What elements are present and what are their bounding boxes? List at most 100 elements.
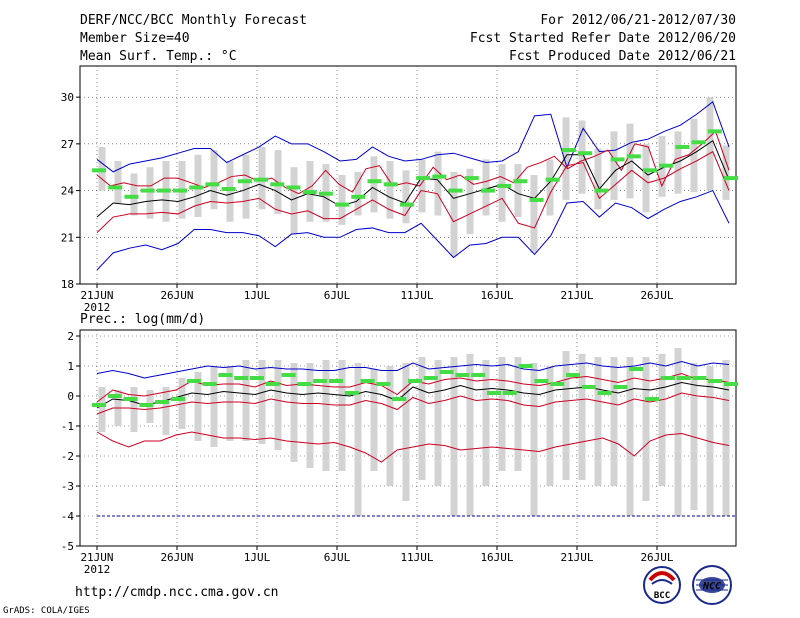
observed-marker — [171, 397, 185, 401]
observed-marker — [254, 177, 269, 182]
ensemble-range-bar — [354, 363, 362, 516]
ensemble-range-bar — [674, 131, 682, 194]
fcst-produced-date: Fcst Produced Date 2012/06/21 — [509, 49, 736, 64]
precipitation-panel: -5 -4 -3 -2 -1 0 1 2 21JUN 26JUN 1JUL 6JUL 11JUL 16JU… — [61, 329, 738, 576]
ensemble-range-bar — [674, 348, 682, 516]
observed-marker — [302, 190, 317, 195]
x-tick-label: 6JUL — [324, 289, 351, 302]
y-tick-label: 2 — [67, 330, 74, 343]
observed-marker — [642, 168, 657, 173]
observed-marker — [221, 187, 236, 192]
observed-marker — [534, 379, 549, 383]
x-tick-label: 11JUL — [400, 551, 433, 564]
x-tick-label: 6JUL — [324, 551, 351, 564]
ensemble-range-bar — [242, 154, 250, 219]
series-line-max — [96, 360, 730, 379]
ensemble-range-bar — [690, 118, 698, 193]
forecast-period: For 2012/06/21-2012/07/30 — [540, 13, 736, 28]
precip-panel-title: Prec.: log(mm/d) — [80, 312, 205, 327]
ensemble-range-bar — [434, 151, 442, 216]
ensemble-range-bar — [722, 360, 730, 516]
ensemble-range-bar — [450, 357, 458, 516]
y-tick-label: -1 — [61, 420, 74, 433]
ensemble-range-bar — [498, 357, 506, 471]
observed-marker — [464, 176, 479, 181]
observed-marker — [237, 179, 252, 184]
observed-marker — [645, 397, 659, 401]
observed-marker — [281, 373, 296, 377]
bcc-logo: BCC — [643, 566, 681, 604]
observed-marker — [286, 185, 301, 190]
observed-marker — [659, 163, 674, 168]
observed-marker — [566, 373, 580, 377]
ensemble-range-bar — [210, 366, 218, 447]
ensemble-range-bar — [226, 366, 234, 441]
observed-marker — [480, 188, 495, 193]
x-tick-label: 21JUL — [560, 551, 593, 564]
series-line-mean — [96, 381, 730, 409]
member-size-label: Member Size=40 — [80, 31, 190, 46]
observed-marker — [335, 202, 350, 207]
ensemble-range-bar — [370, 369, 378, 471]
observed-marker — [439, 370, 454, 374]
x-tick-label: 1JUL — [244, 289, 271, 302]
observed-marker — [92, 403, 106, 407]
x-tick-label: 21JUL — [560, 289, 593, 302]
ensemble-range-bar — [274, 360, 282, 450]
ensemble-range-bar — [546, 366, 554, 486]
source-url[interactable]: http://cmdp.ncc.cma.gov.cn — [75, 585, 279, 600]
ensemble-range-bar — [290, 167, 298, 235]
ensemble-range-bar — [354, 171, 362, 216]
ensemble-range-bar — [162, 387, 170, 435]
observed-marker — [139, 403, 154, 407]
observed-marker — [416, 176, 431, 181]
y-tick-label: 24 — [61, 185, 75, 198]
observed-marker — [581, 385, 596, 389]
ensemble-range-bar — [578, 120, 586, 194]
observed-marker — [708, 379, 723, 383]
bcc-logo-arc-blue — [651, 579, 673, 585]
observed-marker — [186, 379, 201, 383]
ensemble-range-bar — [322, 360, 330, 471]
ensemble-range-bar — [370, 156, 378, 213]
y-tick-label: -5 — [61, 540, 74, 553]
observed-marker — [610, 157, 625, 162]
x-tick-label: 16JUL — [480, 551, 513, 564]
ensemble-range-bar — [146, 167, 154, 219]
ensemble-range-bar — [610, 131, 618, 200]
observed-marker — [561, 148, 576, 153]
ensemble-range-bar — [610, 357, 618, 486]
observed-marker — [202, 382, 217, 386]
observed-marker — [707, 129, 722, 134]
ensemble-range-bar — [130, 173, 138, 216]
ensemble-range-bar — [194, 372, 202, 441]
ensemble-range-bar — [578, 354, 586, 480]
x-tick-label: 21JUN — [80, 551, 113, 564]
x-tick-label: 1JUL — [244, 551, 271, 564]
observed-marker — [250, 376, 264, 380]
observed-marker — [597, 391, 612, 395]
ensemble-range-bar — [114, 160, 122, 204]
x-tick-label: 26JUL — [640, 289, 673, 302]
observed-marker — [691, 140, 706, 145]
y-tick-label: 30 — [61, 91, 74, 104]
observed-marker — [578, 151, 593, 156]
observed-marker — [502, 391, 517, 395]
ensemble-range-bar — [290, 363, 298, 462]
observed-marker — [318, 191, 333, 196]
observed-marker — [399, 202, 414, 207]
series-line-lower — [96, 150, 730, 233]
observed-marker — [629, 367, 644, 371]
ensemble-range-bar — [402, 170, 410, 224]
y-tick-label: 21 — [61, 231, 74, 244]
ensemble-range-bar — [706, 366, 714, 516]
variable-label: Mean Surf. Temp.: °C — [80, 49, 237, 64]
x-year-label: 2012 — [84, 563, 111, 576]
observed-marker — [432, 174, 447, 179]
observed-marker — [360, 379, 375, 383]
x-tick-label: 26JUL — [640, 551, 673, 564]
ensemble-range-bar — [130, 387, 138, 432]
ensemble-range-bar — [594, 357, 602, 486]
observed-marker — [423, 376, 438, 380]
